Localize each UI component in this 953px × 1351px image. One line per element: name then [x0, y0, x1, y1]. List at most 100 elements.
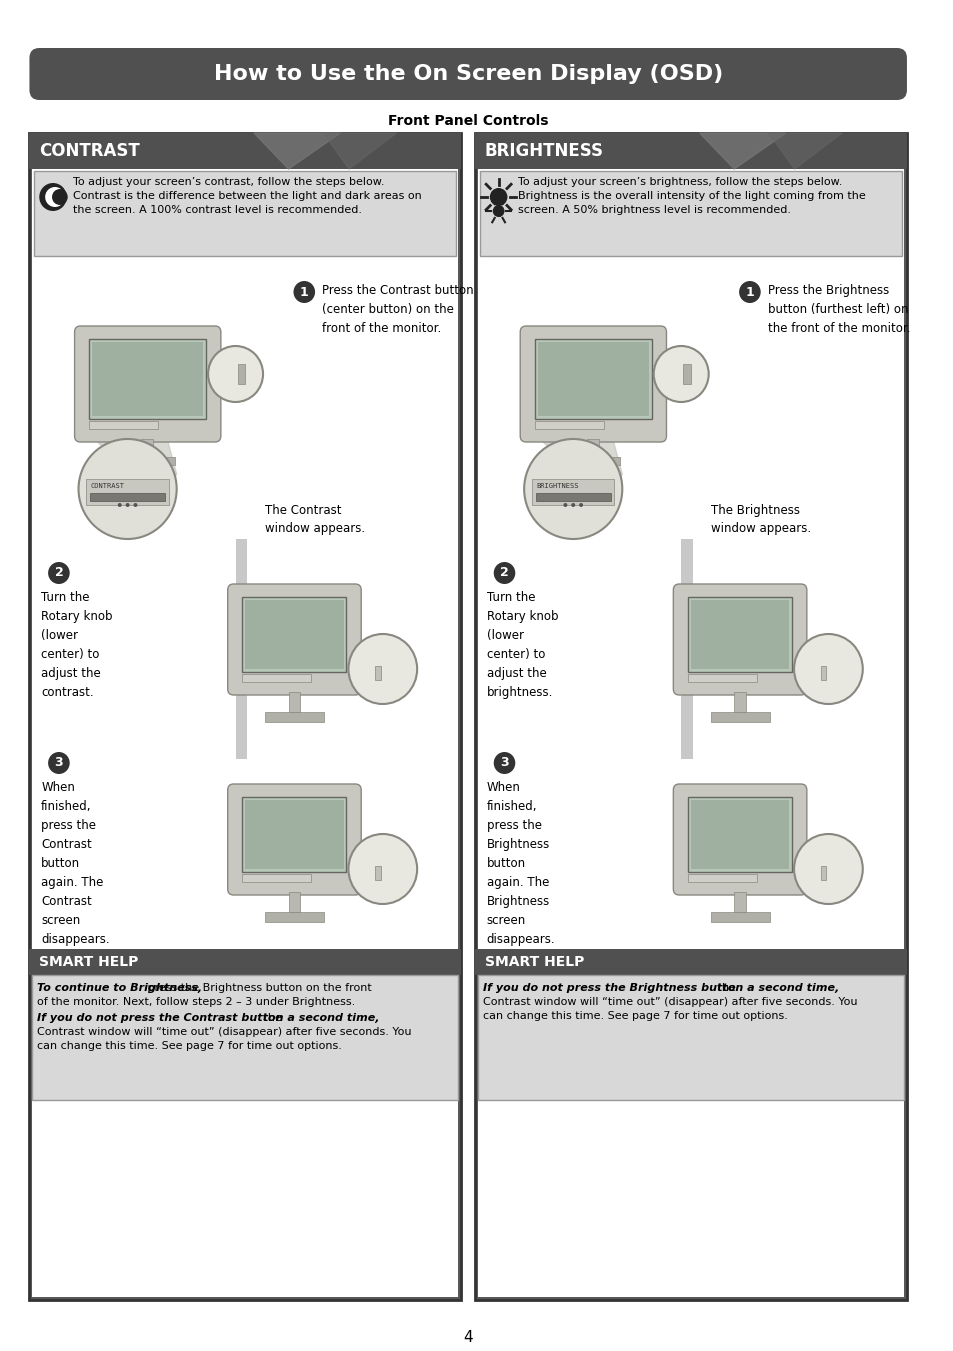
Text: Press the Contrast button
(center button) on the
front of the monitor.: Press the Contrast button (center button… [321, 284, 473, 335]
Text: 4: 4 [463, 1329, 473, 1346]
Text: Front Panel Controls: Front Panel Controls [388, 113, 548, 128]
Text: Press the Brightness
button (furthest left) on
the front of the monitor.: Press the Brightness button (furthest le… [767, 284, 909, 335]
FancyBboxPatch shape [228, 584, 361, 694]
Bar [91, 493, 165, 501]
Bar [120, 457, 174, 465]
Text: The Brightness
window appears.: The Brightness window appears. [710, 504, 810, 535]
Circle shape [48, 562, 70, 584]
Circle shape [117, 503, 122, 507]
Text: BRIGHTNESS: BRIGHTNESS [484, 142, 603, 159]
Bar [690, 800, 788, 869]
Bar [475, 948, 906, 975]
Text: 1: 1 [744, 285, 754, 299]
Circle shape [133, 503, 137, 507]
Text: the: the [259, 1013, 281, 1023]
Circle shape [739, 281, 760, 303]
Bar [475, 132, 906, 1300]
Bar [586, 439, 598, 457]
Circle shape [489, 188, 507, 205]
Text: When
finished,
press the
Contrast
button
again. The
Contrast
screen
disappears.: When finished, press the Contrast button… [41, 781, 110, 946]
Bar [30, 132, 461, 1300]
Circle shape [793, 834, 862, 904]
Circle shape [52, 189, 68, 205]
Text: The Contrast
window appears.: The Contrast window appears. [265, 504, 365, 535]
FancyBboxPatch shape [74, 326, 220, 442]
Bar [680, 539, 692, 759]
Text: To continue to Brightness,: To continue to Brightness, [37, 984, 202, 993]
Polygon shape [768, 132, 841, 169]
Text: If you do not press the Brightness button a second time,: If you do not press the Brightness butto… [482, 984, 839, 993]
Bar [687, 674, 756, 682]
Polygon shape [769, 639, 862, 663]
Circle shape [208, 346, 263, 403]
Bar [565, 457, 619, 465]
Circle shape [653, 346, 708, 403]
Text: 2: 2 [499, 566, 508, 580]
Bar [245, 800, 343, 869]
Bar [265, 712, 324, 721]
Bar [710, 712, 769, 721]
Bar [92, 342, 203, 416]
Bar [375, 866, 380, 880]
Polygon shape [769, 839, 862, 865]
Circle shape [571, 503, 575, 507]
FancyBboxPatch shape [673, 784, 806, 894]
Circle shape [492, 205, 504, 218]
Bar [536, 493, 610, 501]
Bar [242, 874, 311, 882]
Bar [237, 363, 245, 384]
Polygon shape [324, 639, 416, 663]
Polygon shape [535, 434, 621, 504]
Bar [532, 480, 614, 505]
Text: Turn the
Rotary knob
(lower
center) to
adjust the
contrast.: Turn the Rotary knob (lower center) to a… [41, 590, 112, 698]
Text: Contrast window will “time out” (disappear) after five seconds. You: Contrast window will “time out” (disappe… [482, 997, 857, 1006]
Text: 3: 3 [499, 757, 508, 770]
Polygon shape [657, 354, 689, 399]
Text: SMART HELP: SMART HELP [484, 955, 583, 969]
Bar [90, 422, 158, 430]
Bar [32, 975, 457, 1100]
Circle shape [78, 439, 176, 539]
Text: press the Brightness button on the front: press the Brightness button on the front [144, 984, 372, 993]
Text: When
finished,
press the
Brightness
button
again. The
Brightness
screen
disappea: When finished, press the Brightness butt… [486, 781, 555, 946]
Bar [32, 169, 457, 1297]
Polygon shape [699, 132, 785, 169]
Circle shape [578, 503, 582, 507]
Text: can change this time. See page 7 for time out options.: can change this time. See page 7 for tim… [37, 1042, 342, 1051]
Text: 2: 2 [54, 566, 63, 580]
Text: can change this time. See page 7 for time out options.: can change this time. See page 7 for tim… [482, 1011, 787, 1021]
Bar [687, 597, 791, 671]
Bar [288, 892, 300, 912]
Bar [235, 539, 247, 759]
FancyBboxPatch shape [30, 49, 906, 100]
FancyBboxPatch shape [228, 784, 361, 894]
Bar [710, 912, 769, 921]
Bar [477, 169, 903, 1297]
Circle shape [348, 834, 416, 904]
FancyBboxPatch shape [519, 326, 666, 442]
Circle shape [523, 439, 621, 539]
Text: If you do not press the Contrast button a second time,: If you do not press the Contrast button … [37, 1013, 379, 1023]
Bar [265, 912, 324, 921]
Text: CONTRAST: CONTRAST [91, 484, 124, 489]
Circle shape [48, 753, 70, 774]
Bar [535, 339, 651, 419]
Bar [242, 597, 346, 671]
Polygon shape [212, 354, 244, 399]
Bar [242, 797, 346, 871]
Circle shape [563, 503, 567, 507]
Polygon shape [324, 839, 416, 865]
Bar [687, 797, 791, 871]
Text: SMART HELP: SMART HELP [39, 955, 138, 969]
Bar [820, 866, 825, 880]
Circle shape [126, 503, 130, 507]
Polygon shape [90, 434, 176, 504]
Text: 3: 3 [54, 757, 63, 770]
Circle shape [45, 186, 65, 207]
Bar [820, 666, 825, 680]
Bar [245, 600, 343, 669]
Bar [90, 339, 206, 419]
FancyBboxPatch shape [673, 584, 806, 694]
Circle shape [348, 634, 416, 704]
Bar [288, 692, 300, 712]
